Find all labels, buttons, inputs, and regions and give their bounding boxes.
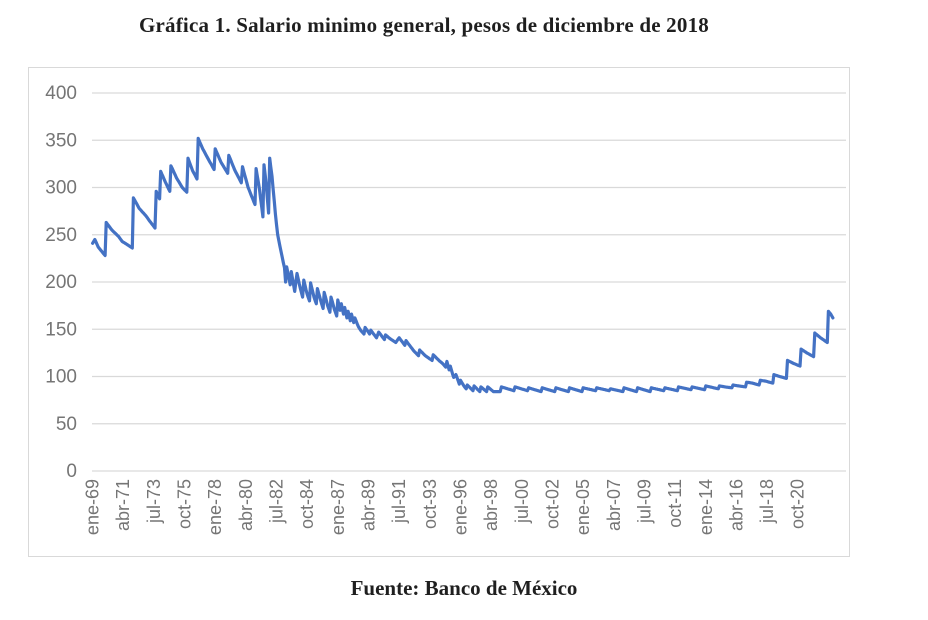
y-tick-label: 250	[45, 225, 77, 246]
y-tick-label: 0	[66, 461, 77, 482]
x-tick-label: oct-11	[665, 479, 685, 528]
x-tick-label: ene-14	[696, 479, 716, 535]
x-tick-label: ene-78	[205, 479, 225, 535]
line-chart: 0 50 100 150 200 250 300 350 400 ene-69 abr-71 jul-…	[45, 83, 846, 535]
chart-line-series	[90, 136, 835, 394]
x-tick-label: jul-73	[144, 479, 164, 524]
x-tick-label: oct-84	[297, 479, 317, 529]
x-tick-label: abr-89	[359, 479, 379, 531]
y-tick-label: 150	[45, 319, 77, 340]
x-tick-label: oct-93	[420, 479, 440, 529]
x-tick-label: ene-69	[83, 479, 103, 535]
y-tick-label: 100	[45, 367, 77, 388]
x-tick-label: jul-00	[512, 479, 532, 524]
x-tick-label: jul-91	[389, 479, 409, 524]
y-tick-label: 200	[45, 272, 77, 293]
x-tick-label: ene-87	[328, 479, 348, 535]
x-tick-label: abr-07	[604, 479, 624, 531]
x-tick-label: oct-75	[175, 479, 195, 529]
x-tick-label: ene-05	[573, 479, 593, 535]
x-tick-label: abr-98	[481, 479, 501, 531]
source-caption: Fuente: Banco de México	[350, 576, 578, 600]
x-tick-label: abr-16	[726, 479, 746, 531]
chart-title: Gráfica 1. Salario minimo general, pesos…	[138, 13, 709, 37]
x-tick-label: jul-82	[267, 479, 287, 524]
x-tick-label: ene-96	[450, 479, 470, 535]
y-tick-label: 50	[56, 414, 77, 435]
x-tick-label: jul-18	[757, 479, 777, 524]
chart-area: 0 50 100 150 200 250 300 350 400 ene-69 abr-71 jul-…	[28, 67, 850, 557]
x-tick-label: jul-09	[634, 479, 654, 524]
x-tick-label: oct-20	[788, 479, 808, 529]
y-tick-label: 300	[45, 178, 77, 199]
x-tick-label: abr-80	[236, 479, 256, 531]
x-tick-label: oct-02	[542, 479, 562, 529]
x-tick-label: abr-71	[113, 479, 133, 531]
y-tick-label: 350	[45, 130, 77, 151]
y-tick-label: 400	[45, 83, 77, 104]
